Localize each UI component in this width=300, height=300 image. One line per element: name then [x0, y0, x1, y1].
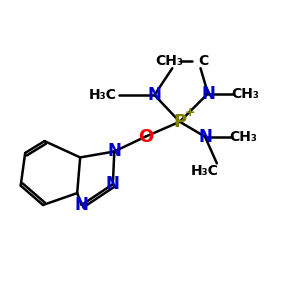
Text: N: N [107, 142, 121, 160]
Text: H₃C: H₃C [88, 88, 116, 102]
Text: H₃C: H₃C [191, 164, 219, 178]
Text: N: N [198, 128, 212, 146]
Text: N: N [75, 196, 88, 214]
Text: N: N [148, 86, 161, 104]
Text: C: C [198, 54, 208, 68]
Text: O: O [138, 128, 153, 146]
Text: CH₃: CH₃ [231, 86, 259, 100]
Text: +: + [185, 106, 195, 119]
Text: N: N [201, 85, 215, 103]
Text: CH₃: CH₃ [230, 130, 258, 144]
Text: N: N [106, 175, 120, 193]
Text: P: P [173, 113, 186, 131]
Text: CH₃: CH₃ [155, 54, 183, 68]
